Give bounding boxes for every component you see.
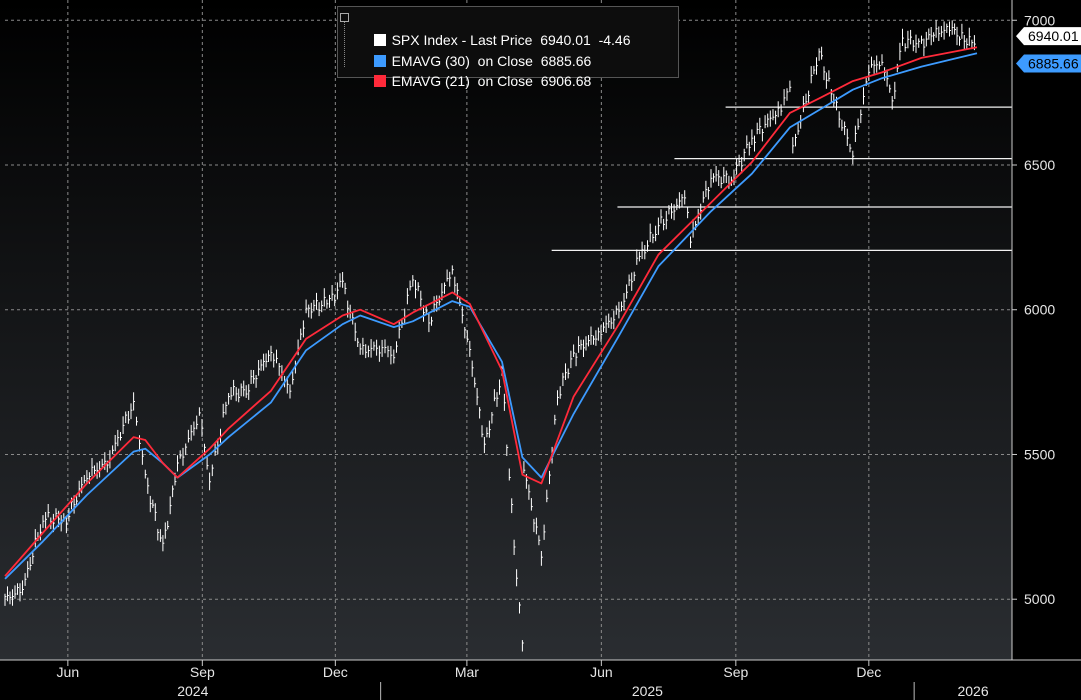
last-value-badges: 6940.01 6885.66 (1016, 27, 1081, 73)
legend-value-ema30: 6885.66 (540, 53, 592, 69)
x-tick-label: Sep (723, 664, 748, 680)
badge-value: 6940.01 (1028, 28, 1079, 44)
legend-label-ema21: EMAVG (21) on Close (391, 73, 533, 89)
series-layer (4, 20, 978, 652)
x-tick-label: Jun (57, 664, 80, 680)
legend-value-spx: 6940.01 (540, 32, 591, 48)
legend-item-spx[interactable]: SPX Index - Last Price 6940.01 -4.46 (358, 10, 631, 48)
horizontal-levels (551, 106, 1012, 252)
legend-item-ema30[interactable]: EMAVG (30) on Close 6885.66 (358, 31, 591, 69)
last-price-badge: 6940.01 (1016, 27, 1081, 46)
legend-label-spx: SPX Index - Last Price (391, 32, 533, 48)
x-year-label: 2024 (177, 683, 208, 699)
badge-value: 6885.66 (1028, 56, 1079, 72)
y-tick-label: 7000 (1024, 12, 1055, 28)
x-tick-label: Sep (190, 664, 215, 680)
badge-shape (1016, 27, 1081, 46)
legend-collapse-icon[interactable] (340, 13, 349, 22)
legend-swatch-spx (373, 34, 386, 46)
y-axis-background (1012, 0, 1081, 660)
price-series (4, 20, 976, 652)
plot-background (0, 0, 1012, 660)
legend-swatch-ema30 (373, 55, 386, 67)
legend-change-spx: -4.46 (598, 32, 631, 48)
badge-shape (1016, 54, 1081, 73)
legend-tree-connector (344, 15, 355, 67)
legend-swatch-ema21 (373, 75, 386, 87)
legend-value-ema21: 6906.68 (540, 73, 592, 89)
ema30-badge: 6885.66 (1016, 54, 1081, 73)
x-axis-background (0, 660, 1081, 700)
chart-legend[interactable]: SPX Index - Last Price 6940.01 -4.46 EMA… (337, 6, 679, 89)
x-tick-label: Mar (455, 664, 479, 680)
y-tick-label: 6500 (1024, 157, 1055, 173)
y-tick-label: 5000 (1024, 591, 1055, 607)
legend-label-ema30: EMAVG (30) on Close (391, 53, 533, 69)
x-axis: Jun Sep Dec Mar Jun Sep Dec 2024 2025 2026 (0, 659, 1081, 700)
x-tick-label: Dec (323, 664, 348, 680)
ema21-line (4, 46, 978, 577)
x-tick-label: Dec (856, 664, 881, 680)
legend-item-ema21[interactable]: EMAVG (21) on Close 6906.68 (358, 51, 591, 89)
y-axis: 5000 5500 6000 6500 7000 (1011, 0, 1055, 660)
x-year-label: 2026 (957, 683, 988, 699)
x-tick-label: Jun (590, 664, 613, 680)
y-tick-label: 5500 (1024, 446, 1055, 462)
y-tick-label: 6000 (1024, 302, 1055, 318)
x-year-label: 2025 (632, 683, 663, 699)
